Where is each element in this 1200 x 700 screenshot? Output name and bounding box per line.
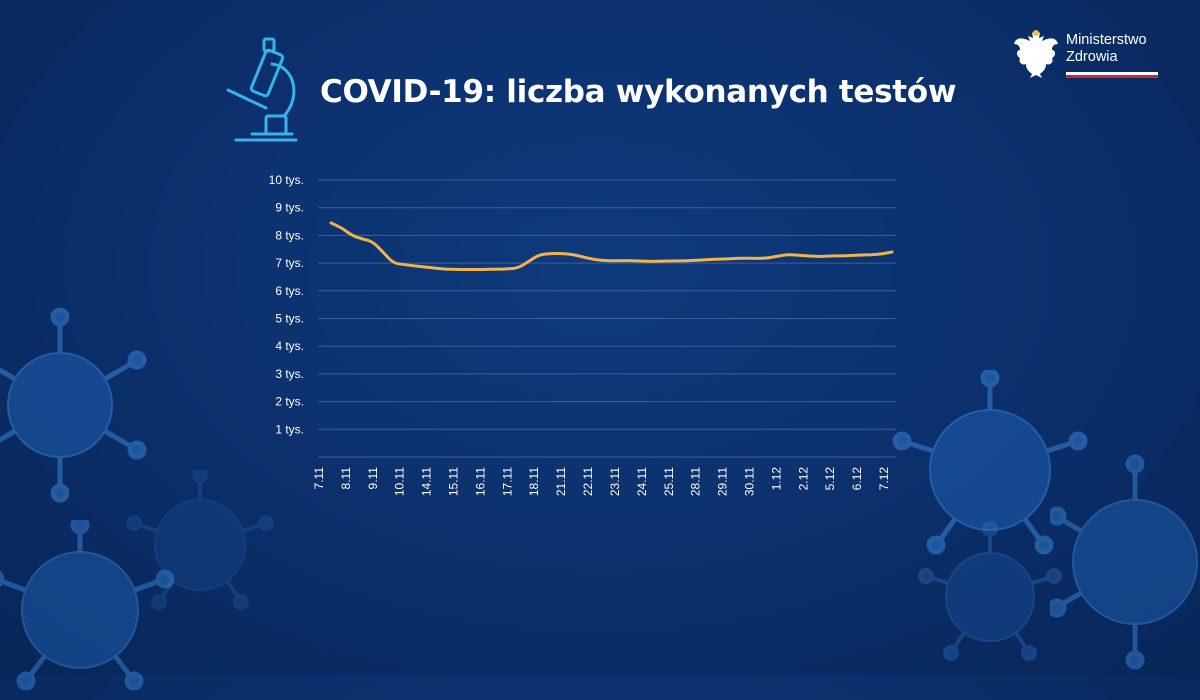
x-tick-label: 15.11 [447, 467, 461, 496]
x-tick-label: 8.11 [339, 467, 353, 490]
y-tick-label: 9 tys. [275, 201, 304, 215]
x-tick-label: 23.11 [608, 467, 622, 496]
y-tick-label: 8 tys. [275, 228, 304, 242]
x-tick-label: 28.11 [689, 467, 703, 496]
x-tick-label: 7.11 [312, 467, 326, 490]
virus-icon [918, 521, 1062, 661]
x-tick-label: 22.11 [581, 467, 595, 496]
logo-line-2: Zdrowia [1066, 49, 1118, 65]
x-tick-label: 30.11 [742, 467, 756, 496]
x-tick-label: 18.11 [527, 467, 541, 496]
x-tick-label: 1.12 [769, 467, 783, 491]
virus-icon [892, 370, 1088, 555]
y-tick-label: 10 tys. [269, 173, 304, 187]
x-tick-label: 7.12 [877, 467, 891, 491]
polish-flag-stripe [1066, 72, 1158, 78]
y-tick-label: 1 tys. [275, 422, 304, 436]
x-tick-label: 14.11 [420, 467, 434, 496]
x-tick-label: 21.11 [554, 467, 568, 496]
x-tick-label: 6.12 [850, 467, 864, 491]
y-tick-label: 5 tys. [275, 312, 304, 326]
virus-icon [126, 470, 274, 610]
y-tick-label: 3 tys. [275, 367, 304, 381]
logo-line-1: Ministerstwo [1066, 32, 1147, 48]
x-tick-label: 5.12 [823, 467, 837, 491]
series-line-tests [329, 221, 894, 271]
page-title: COVID-19: liczba wykonanych testów [320, 74, 957, 110]
virus-icon [1050, 454, 1198, 670]
x-tick-label: 25.11 [662, 467, 676, 496]
ministry-logo: Ministerstwo Zdrowia [1012, 28, 1162, 84]
x-tick-label: 16.11 [473, 467, 487, 496]
eagle-emblem-icon [1014, 30, 1058, 78]
x-tick-label: 29.11 [716, 467, 730, 496]
x-tick-label: 24.11 [635, 467, 649, 496]
y-tick-label: 7 tys. [275, 256, 304, 270]
x-tick-label: 9.11 [366, 467, 380, 490]
y-tick-label: 2 tys. [275, 395, 304, 409]
x-tick-label: 17.11 [500, 467, 514, 496]
y-tick-label: 6 tys. [275, 284, 304, 298]
virus-icon [0, 307, 147, 503]
microscope-icon [226, 37, 298, 142]
tests-line-chart: 1 tys. 2 tys. 3 tys. 4 tys. 5 tys. 6 tys. 7 ty… [269, 173, 896, 496]
x-tick-label: 10.11 [393, 467, 407, 496]
x-tick-label: 2.12 [796, 467, 810, 491]
y-tick-label: 4 tys. [275, 339, 304, 353]
